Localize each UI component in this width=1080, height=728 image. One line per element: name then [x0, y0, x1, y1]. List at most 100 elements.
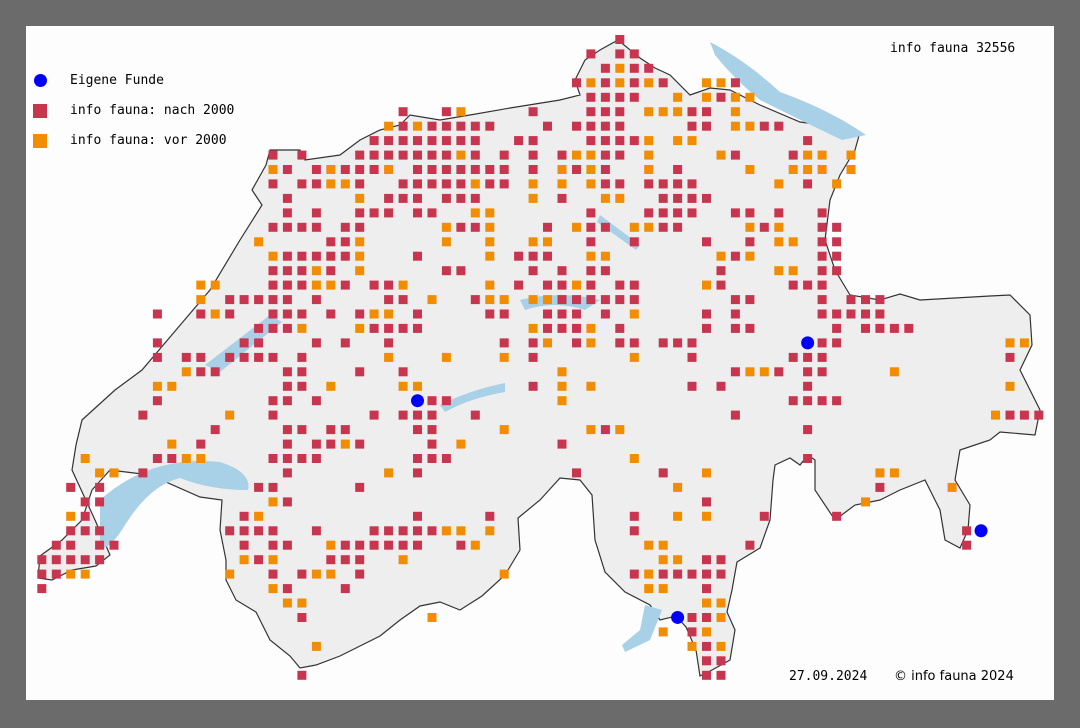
cell-nach-2000: [629, 511, 639, 521]
cell-nach-2000: [413, 136, 422, 146]
cell-vor-2000: [456, 439, 466, 449]
cell-nach-2000: [282, 468, 292, 478]
cell-vor-2000: [311, 641, 321, 651]
cell-nach-2000: [543, 280, 552, 290]
cell-nach-2000: [427, 121, 437, 131]
cell-nach-2000: [832, 309, 842, 319]
cell-nach-2000: [282, 425, 292, 435]
cell-nach-2000: [730, 208, 740, 218]
legend-item-nach-2000: info fauna: nach 2000: [30, 100, 270, 130]
cell-nach-2000: [687, 381, 697, 391]
cell-nach-2000: [528, 338, 538, 348]
own-records: [411, 336, 988, 624]
cell-nach-2000: [326, 251, 336, 261]
cell-nach-2000: [95, 482, 105, 492]
cell-vor-2000: [326, 540, 336, 550]
cell-vor-2000: [745, 121, 755, 131]
cell-nach-2000: [557, 309, 567, 319]
cell-nach-2000: [615, 179, 625, 189]
cell-vor-2000: [66, 569, 76, 579]
cell-nach-2000: [340, 237, 350, 247]
cell-nach-2000: [803, 425, 813, 435]
cell-nach-2000: [730, 78, 740, 88]
cell-nach-2000: [861, 323, 870, 333]
cell-vor-2000: [268, 555, 278, 565]
legend: Eigene Funde info fauna: nach 2000 info …: [30, 70, 270, 160]
cell-nach-2000: [846, 295, 856, 305]
cell-nach-2000: [441, 136, 451, 146]
cell-nach-2000: [311, 165, 321, 174]
cell-nach-2000: [615, 35, 625, 44]
cell-nach-2000: [239, 352, 249, 362]
cell-nach-2000: [803, 352, 813, 362]
cell-nach-2000: [629, 526, 639, 536]
cell-nach-2000: [413, 511, 422, 521]
cell-nach-2000: [369, 208, 379, 218]
cell-vor-2000: [600, 251, 610, 261]
cell-nach-2000: [268, 280, 278, 290]
cell-vor-2000: [572, 280, 581, 290]
cell-vor-2000: [586, 78, 596, 88]
cell-nach-2000: [470, 410, 480, 420]
cell-vor-2000: [629, 352, 639, 362]
cell-vor-2000: [80, 454, 90, 463]
cell-vor-2000: [355, 251, 365, 261]
cell-vor-2000: [499, 352, 509, 362]
cell-vor-2000: [716, 150, 726, 160]
cell-nach-2000: [413, 526, 422, 536]
cell-nach-2000: [282, 381, 292, 391]
cell-vor-2000: [355, 193, 365, 203]
cell-vor-2000: [557, 179, 567, 189]
cell-nach-2000: [615, 121, 625, 131]
cell-nach-2000: [687, 352, 697, 362]
cell-vor-2000: [673, 555, 683, 565]
cell-nach-2000: [702, 569, 711, 579]
cell-nach-2000: [239, 540, 249, 550]
cell-vor-2000: [716, 251, 726, 261]
cell-nach-2000: [528, 352, 538, 362]
cell-nach-2000: [427, 136, 437, 146]
cell-nach-2000: [427, 179, 437, 189]
legend-label: info fauna: vor 2000: [70, 133, 227, 148]
cell-nach-2000: [586, 280, 596, 290]
cell-nach-2000: [297, 150, 307, 160]
cell-vor-2000: [413, 381, 422, 391]
cell-nach-2000: [254, 323, 264, 333]
cell-nach-2000: [572, 338, 581, 348]
cell-vor-2000: [817, 150, 827, 160]
cell-nach-2000: [254, 555, 264, 565]
cell-nach-2000: [832, 323, 842, 333]
cell-vor-2000: [456, 526, 466, 536]
legend-label: Eigene Funde: [70, 73, 164, 88]
cell-vor-2000: [1019, 338, 1029, 348]
own-record-dot: [974, 524, 988, 538]
cell-vor-2000: [673, 136, 683, 146]
cell-nach-2000: [152, 352, 162, 362]
cell-nach-2000: [658, 208, 668, 218]
cell-nach-2000: [528, 266, 538, 276]
cell-nach-2000: [66, 555, 76, 565]
cell-vor-2000: [788, 237, 798, 247]
cell-nach-2000: [644, 179, 654, 189]
legend-label: info fauna: nach 2000: [70, 103, 235, 118]
cell-nach-2000: [702, 497, 711, 507]
cell-nach-2000: [37, 555, 47, 565]
cell-nach-2000: [398, 540, 408, 550]
cell-vor-2000: [196, 280, 206, 290]
cell-nach-2000: [138, 410, 148, 420]
cell-nach-2000: [95, 540, 105, 550]
cell-nach-2000: [1034, 410, 1044, 420]
red-square-icon: [33, 104, 47, 118]
lake-geneva: [100, 461, 249, 549]
cell-nach-2000: [456, 165, 466, 174]
cell-nach-2000: [413, 468, 422, 478]
cell-nach-2000: [398, 193, 408, 203]
cell-nach-2000: [80, 555, 90, 565]
cell-nach-2000: [311, 439, 321, 449]
cell-nach-2000: [875, 323, 885, 333]
cell-nach-2000: [557, 280, 567, 290]
cell-nach-2000: [745, 323, 755, 333]
cell-nach-2000: [311, 526, 321, 536]
cell-nach-2000: [673, 193, 683, 203]
cell-nach-2000: [962, 540, 972, 550]
